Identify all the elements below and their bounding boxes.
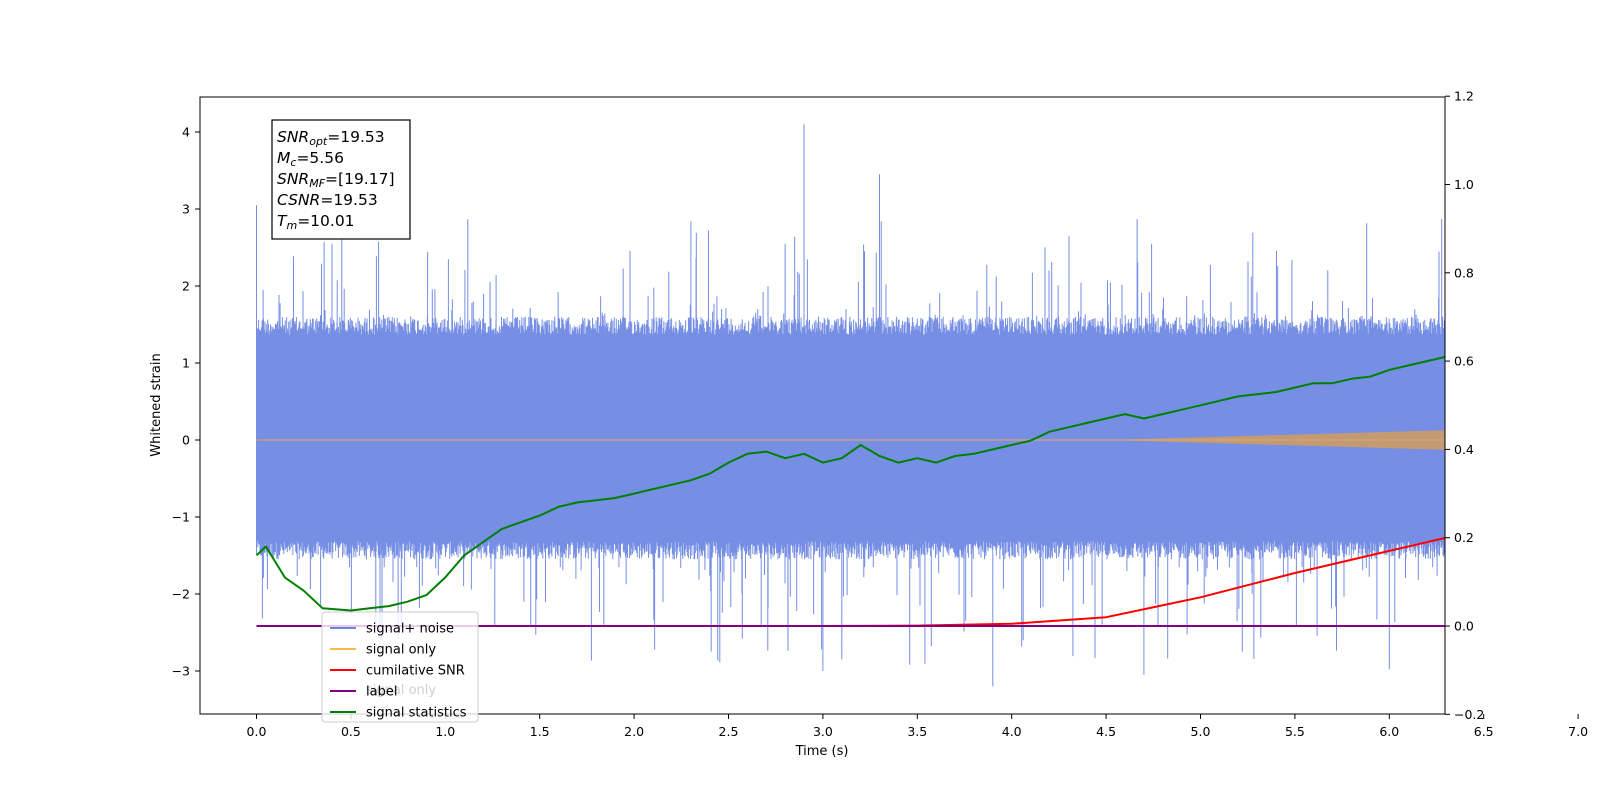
x-tick-label: 2.5 <box>719 724 739 739</box>
y2-tick-label: 1.2 <box>1454 89 1474 104</box>
y-tick-label: 1 <box>182 356 190 371</box>
annotation-line: SNRMF=[19.17] <box>277 170 395 190</box>
y-tick-label: 4 <box>182 125 190 140</box>
x-tick-label: 0.5 <box>341 724 361 739</box>
x-tick-label: 5.0 <box>1191 724 1211 739</box>
x-tick-label: 6.0 <box>1379 724 1399 739</box>
x-tick-label: 6.5 <box>1474 724 1494 739</box>
y2-tick-label: 0.4 <box>1454 442 1474 457</box>
y2-tick-label: 0.6 <box>1454 354 1474 369</box>
x-axis-label: Time (s) <box>795 744 849 759</box>
legend-entry-label: cumilative SNR <box>366 664 465 679</box>
x-tick-label: 0.0 <box>247 724 267 739</box>
y-axis-label: Whitened strain <box>149 353 164 456</box>
x-tick-label: 1.0 <box>435 724 455 739</box>
annotation-line: Mc=5.56 <box>277 149 344 169</box>
y2-tick-label: 0.8 <box>1454 265 1474 280</box>
y-tick-label: −2 <box>172 587 190 602</box>
legend-entry-label: signal statistics <box>366 706 467 721</box>
legend-entry-label: signal+ noise <box>366 622 454 637</box>
x-tick-label: 4.0 <box>1002 724 1022 739</box>
x-tick-label: 4.5 <box>1096 724 1116 739</box>
x-tick-label: 5.5 <box>1285 724 1305 739</box>
y2-tick-label: 0.2 <box>1454 530 1474 545</box>
y-axis-left: −3 −2 −1 0 1 2 3 4 <box>172 125 200 679</box>
x-tick-label: 3.0 <box>813 724 833 739</box>
legend-entry-label: label <box>366 685 397 700</box>
y-tick-label: 3 <box>182 202 190 217</box>
y-tick-label: 0 <box>182 433 190 448</box>
y-tick-label: −1 <box>172 510 190 525</box>
x-tick-label: 3.5 <box>907 724 927 739</box>
annotation-line: CSNR=19.53 <box>277 191 378 209</box>
y2-tick-label: 1.0 <box>1454 177 1474 192</box>
y-axis-right: −0.2 0.0 0.2 0.4 0.6 0.8 1.0 1.2 <box>1445 89 1484 722</box>
y2-tick-label: 0.0 <box>1454 619 1474 634</box>
y-tick-label: 2 <box>182 279 190 294</box>
annotation-line: SNRopt=19.53 <box>277 128 385 148</box>
series-layer <box>257 124 1600 686</box>
y-tick-label: −3 <box>172 664 190 679</box>
signal-noise-series <box>257 124 1600 686</box>
legend-entry-label: signal only <box>366 643 436 658</box>
x-tick-label: 2.0 <box>624 724 644 739</box>
annotation-box: SNRopt=19.53Mc=5.56SNRMF=[19.17]CSNR=19.… <box>272 120 410 239</box>
x-tick-label: 7.0 <box>1568 724 1588 739</box>
x-tick-label: 1.5 <box>530 724 550 739</box>
y2-tick-label: −0.2 <box>1454 707 1484 722</box>
